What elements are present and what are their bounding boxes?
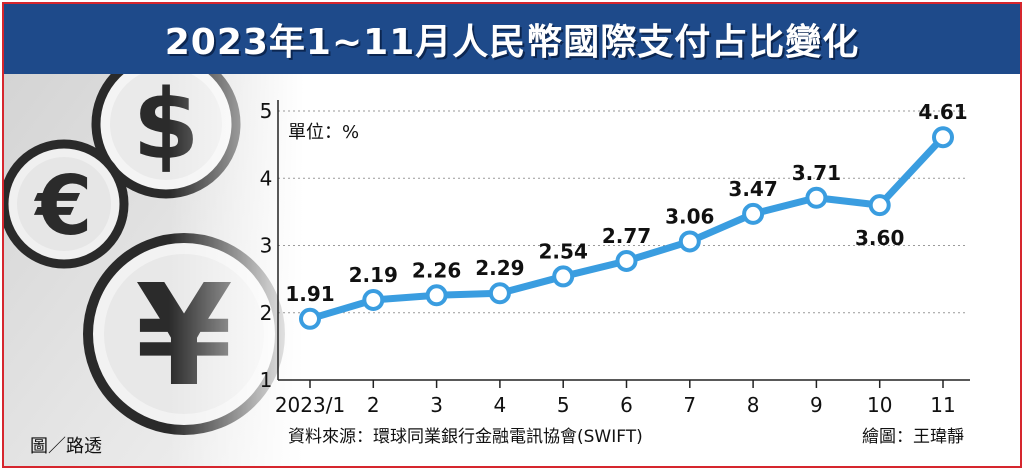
unit-label: 單位：% <box>288 122 360 143</box>
data-point-marker <box>362 288 385 311</box>
data-point-marker <box>488 282 511 305</box>
chart-title: 2023年1~11月人民幣國際支付占比變化 <box>164 22 860 63</box>
data-label: 3.60 <box>855 226 904 250</box>
data-label: 2.54 <box>539 239 588 263</box>
x-tick-label: 6 <box>620 393 633 417</box>
data-point-marker <box>805 186 828 209</box>
data-point-marker <box>678 230 701 253</box>
data-label: 2.19 <box>349 263 398 287</box>
data-label: 2.77 <box>602 224 651 248</box>
data-point-marker <box>932 126 954 149</box>
data-label: 4.61 <box>918 100 967 124</box>
data-label: 3.47 <box>728 177 777 201</box>
y-tick-label: 3 <box>260 234 273 258</box>
data-label: 2.29 <box>475 256 524 280</box>
x-tick-label: 4 <box>494 393 507 417</box>
x-tick-label: 10 <box>867 393 892 417</box>
data-label: 3.71 <box>792 161 841 185</box>
currency-coins-illustration: $ € ¥ <box>4 74 304 466</box>
line-chart: 1 2 3 4 5 2023/1 2 3 4 5 6 7 8 9 10 11 1.91 2.19 2.26 2.29 2… <box>260 99 970 417</box>
y-tick-label: 5 <box>260 99 273 123</box>
data-point-marker <box>425 284 448 307</box>
y-tick-label: 1 <box>260 368 273 392</box>
x-tick-label: 9 <box>810 393 823 417</box>
chart-credit: 繪圖：王瑋靜 <box>862 427 964 447</box>
x-tick-label: 8 <box>747 393 760 417</box>
data-point-marker <box>615 249 638 272</box>
data-label: 3.06 <box>665 204 714 228</box>
source-note: 資料來源：環球同業銀行金融電訊協會(SWIFT) <box>288 427 643 447</box>
data-label: 2.26 <box>412 258 461 282</box>
x-tick-label: 5 <box>557 393 570 417</box>
x-tick-label: 11 <box>930 393 955 417</box>
data-point-marker <box>868 194 891 217</box>
y-tick-label: 2 <box>260 301 273 325</box>
x-tick-label: 2023/1 <box>275 393 345 417</box>
data-point-marker <box>742 202 765 225</box>
data-label: 1.91 <box>285 282 334 306</box>
image-credit: 圖／路透 <box>30 436 102 457</box>
data-point-marker <box>299 307 321 330</box>
x-tick-label: 7 <box>683 393 696 417</box>
data-point-marker <box>552 265 575 288</box>
title-bar: 2023年1~11月人民幣國際支付占比變化 <box>4 4 1020 74</box>
x-tick-label: 3 <box>430 393 443 417</box>
y-tick-label: 4 <box>260 166 273 190</box>
x-tick-label: 2 <box>367 393 380 417</box>
